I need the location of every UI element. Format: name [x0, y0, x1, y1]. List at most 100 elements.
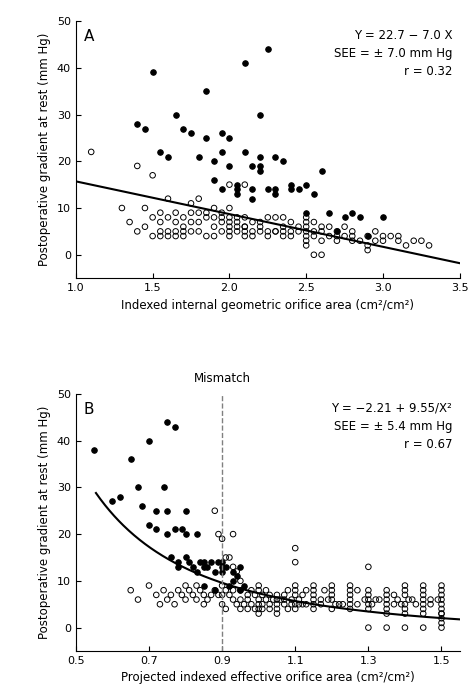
Point — [266, 603, 273, 615]
Point — [210, 174, 218, 186]
Point — [255, 603, 263, 615]
Point — [419, 589, 427, 601]
Point — [164, 226, 172, 237]
Point — [335, 598, 343, 610]
Point — [237, 584, 244, 596]
Point — [256, 226, 264, 237]
Point — [272, 183, 279, 195]
Point — [244, 603, 252, 615]
Point — [247, 598, 255, 610]
Point — [210, 155, 218, 167]
Point — [264, 230, 272, 241]
Point — [383, 584, 391, 596]
Point — [279, 221, 287, 232]
Point — [200, 556, 208, 568]
Point — [292, 603, 299, 615]
Point — [310, 598, 317, 610]
Point — [187, 127, 195, 139]
Point — [365, 622, 372, 634]
Text: Y = 22.7 − 7.0 X
SEE = ± 7.0 mm Hg
r = 0.32: Y = 22.7 − 7.0 X SEE = ± 7.0 mm Hg r = 0… — [334, 29, 452, 78]
Point — [281, 589, 288, 601]
Point — [127, 584, 135, 596]
Point — [438, 608, 445, 620]
Point — [364, 230, 372, 241]
Point — [383, 594, 391, 606]
Point — [292, 598, 299, 610]
Point — [156, 598, 164, 610]
Point — [215, 528, 222, 540]
Point — [258, 598, 266, 610]
Point — [302, 230, 310, 241]
Point — [292, 556, 299, 568]
Point — [401, 589, 409, 601]
Point — [302, 207, 310, 218]
Point — [195, 207, 202, 218]
Point — [164, 230, 172, 241]
Point — [207, 556, 215, 568]
Point — [207, 589, 215, 601]
Point — [229, 566, 237, 577]
Point — [145, 435, 153, 446]
Point — [383, 598, 391, 610]
Point — [302, 240, 310, 251]
Point — [438, 603, 445, 615]
Text: A: A — [83, 29, 94, 43]
Point — [204, 561, 211, 573]
Point — [333, 226, 341, 237]
Point — [256, 165, 264, 176]
Point — [210, 202, 218, 214]
Point — [364, 240, 372, 251]
Point — [180, 230, 187, 241]
Point — [273, 598, 281, 610]
Point — [211, 505, 219, 517]
Point — [264, 226, 272, 237]
Point — [185, 584, 193, 596]
Point — [164, 151, 172, 162]
Point — [164, 212, 172, 223]
Point — [419, 594, 427, 606]
Point — [438, 598, 445, 610]
Point — [187, 197, 195, 209]
Point — [318, 249, 325, 260]
Point — [346, 580, 354, 591]
Point — [346, 589, 354, 601]
Point — [219, 561, 226, 573]
Point — [189, 561, 197, 573]
Point — [272, 226, 279, 237]
Point — [226, 589, 233, 601]
Point — [237, 603, 244, 615]
Point — [171, 598, 178, 610]
Point — [249, 160, 256, 172]
Point — [328, 580, 336, 591]
Point — [219, 556, 226, 568]
Point — [153, 524, 160, 535]
Point — [310, 580, 317, 591]
Point — [273, 589, 281, 601]
Point — [272, 151, 279, 162]
Point — [318, 221, 325, 232]
Point — [233, 570, 240, 582]
Point — [438, 612, 445, 624]
Point — [427, 598, 434, 610]
Point — [356, 212, 364, 223]
Point — [412, 598, 419, 610]
Point — [346, 594, 354, 606]
Point — [383, 589, 391, 601]
Point — [310, 249, 318, 260]
Point — [273, 603, 281, 615]
Point — [200, 561, 208, 573]
Point — [364, 230, 372, 241]
Point — [326, 221, 333, 232]
Point — [141, 202, 149, 214]
Point — [310, 230, 318, 241]
Point — [244, 594, 252, 606]
Point — [262, 584, 270, 596]
Point — [204, 594, 211, 606]
Point — [372, 226, 379, 237]
Y-axis label: Postoperative gradient at rest (mm Hg): Postoperative gradient at rest (mm Hg) — [38, 406, 51, 639]
Point — [193, 594, 201, 606]
Point — [233, 183, 241, 195]
Point — [233, 598, 240, 610]
Point — [211, 584, 219, 596]
Point — [153, 505, 160, 517]
